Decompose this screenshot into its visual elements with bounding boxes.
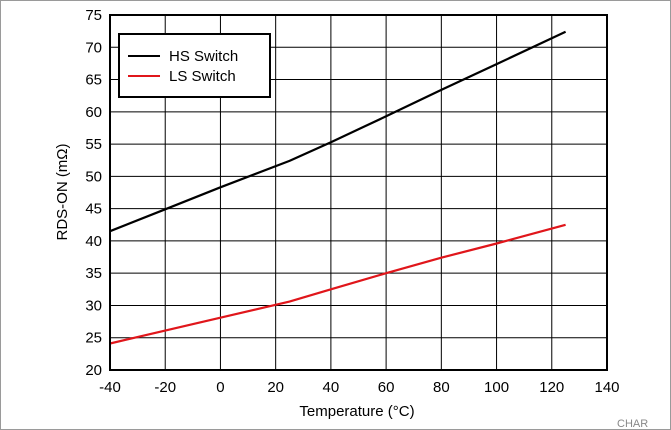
x-tick-label: 140 xyxy=(594,379,619,396)
y-tick-label: 50 xyxy=(85,168,102,185)
plot-area-border xyxy=(109,14,608,371)
y-tick-label: 70 xyxy=(85,39,102,56)
x-tick-label: -40 xyxy=(99,379,121,396)
corner-note: CHAR xyxy=(617,418,648,430)
y-tick-label: 20 xyxy=(85,362,102,379)
y-tick-label: 45 xyxy=(85,201,102,218)
legend-box xyxy=(118,33,271,98)
x-tick-label: 20 xyxy=(267,379,284,396)
x-tick-label: 60 xyxy=(378,379,395,396)
x-tick-label: -20 xyxy=(154,379,176,396)
x-axis-label: Temperature (°C) xyxy=(299,403,414,420)
axis-ticks: -40 -20 0 20 40 60 80 100 120 140 20 25 30 35 40 45 50 55… xyxy=(85,7,619,396)
x-tick-label: 120 xyxy=(539,379,564,396)
series-line-ls-switch xyxy=(109,223,566,345)
series-lines xyxy=(109,30,567,345)
y-tick-label: 65 xyxy=(85,72,102,89)
y-axis-label: RDS-ON (mΩ) xyxy=(54,143,71,240)
y-tick-label: 30 xyxy=(85,297,102,314)
legend: HS Switch LS Switch xyxy=(118,33,271,98)
y-tick-label: 40 xyxy=(85,233,102,250)
y-tick-label: 55 xyxy=(85,136,102,153)
legend-label-ls-switch: LS Switch xyxy=(169,68,236,85)
y-tick-label: 35 xyxy=(85,265,102,282)
x-tick-label: 0 xyxy=(216,379,224,396)
x-tick-label: 40 xyxy=(323,379,340,396)
x-tick-label: 100 xyxy=(484,379,509,396)
series-line-hs-switch xyxy=(109,30,567,233)
y-tick-label: 60 xyxy=(85,104,102,121)
y-tick-label: 75 xyxy=(85,7,102,24)
y-tick-label: 25 xyxy=(85,330,102,347)
legend-label-hs-switch: HS Switch xyxy=(169,48,238,65)
x-tick-label: 80 xyxy=(433,379,450,396)
